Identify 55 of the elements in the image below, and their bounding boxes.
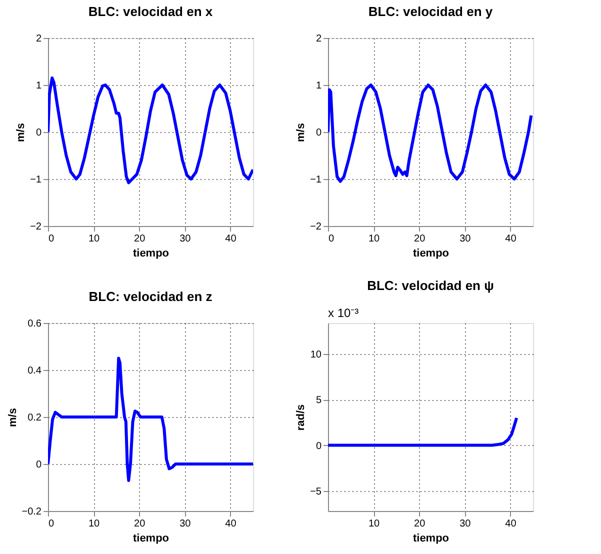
x-tick-label: 30 [460, 234, 472, 244]
line-series [328, 416, 518, 447]
x-tick-label: 10 [88, 518, 100, 530]
x-tick-label: 20 [414, 234, 426, 244]
y-axis-title: m/s [6, 408, 19, 427]
x-axis-title: tiempo [412, 532, 450, 544]
y-tick-label: −1 [310, 174, 322, 186]
y-axis-title: rad/s [295, 404, 308, 431]
chart-title: BLC: velocidad en y [368, 4, 494, 19]
y-tick-label: 1 [316, 80, 322, 92]
x-tick-label: 0 [48, 518, 54, 530]
line-series [48, 76, 253, 184]
chart-title: BLC: velocidad en ψ [367, 278, 494, 293]
y-tick-label: −1 [30, 174, 42, 186]
x-axis-title: tiempo [412, 248, 450, 260]
line-series [48, 356, 253, 482]
y-tick-label: 0.2 [28, 412, 42, 424]
x-tick-label: 10 [88, 234, 100, 244]
y-axis-title: m/s [15, 123, 28, 142]
y-tick-label: 10 [310, 350, 322, 361]
y-tick-label: −0.2 [22, 506, 42, 518]
x-tick-label: 20 [414, 518, 426, 530]
y-tick-label: 1 [36, 80, 42, 92]
x-tick-label: 40 [505, 234, 517, 244]
y-tick-label: 5 [316, 395, 322, 406]
x-tick-label: 40 [505, 518, 517, 530]
x-tick-label: 30 [460, 518, 472, 530]
y-tick-label: 2 [316, 34, 322, 44]
y-tick-label: −2 [310, 222, 322, 232]
y-tick-label: −5 [310, 486, 322, 498]
text: x 10⁻³ [328, 306, 359, 320]
chart-title: BLC: velocidad en z [88, 289, 213, 304]
x-tick-label: 30 [180, 518, 192, 530]
x-tick-label: 40 [225, 518, 237, 530]
x-tick-label: 40 [225, 234, 237, 244]
x-tick-label: 10 [368, 234, 380, 244]
x-tick-label: 30 [180, 234, 192, 244]
y-tick-label: 0.6 [28, 318, 42, 330]
x-tick-label: 0 [48, 234, 54, 244]
y-axis-title: m/s [295, 123, 308, 142]
chart-title: BLC: velocidad en x [88, 4, 214, 19]
y-tick-label: 0 [316, 440, 322, 452]
y-tick-label: −2 [30, 222, 42, 232]
y-tick-label: 0.4 [28, 366, 42, 376]
y-tick-label: 0 [316, 128, 322, 138]
x-axis-title: tiempo [132, 248, 170, 260]
y-tick-label: 2 [36, 34, 42, 44]
line-series [328, 84, 533, 183]
x-tick-label: 0 [328, 234, 334, 244]
x-axis-title: tiempo [132, 532, 170, 544]
x-tick-label: 20 [134, 234, 146, 244]
x-tick-label: 10 [368, 518, 380, 530]
x-tick-label: 20 [134, 518, 146, 530]
y-tick-label: 0 [36, 460, 42, 470]
y-tick-label: 0 [36, 128, 42, 138]
